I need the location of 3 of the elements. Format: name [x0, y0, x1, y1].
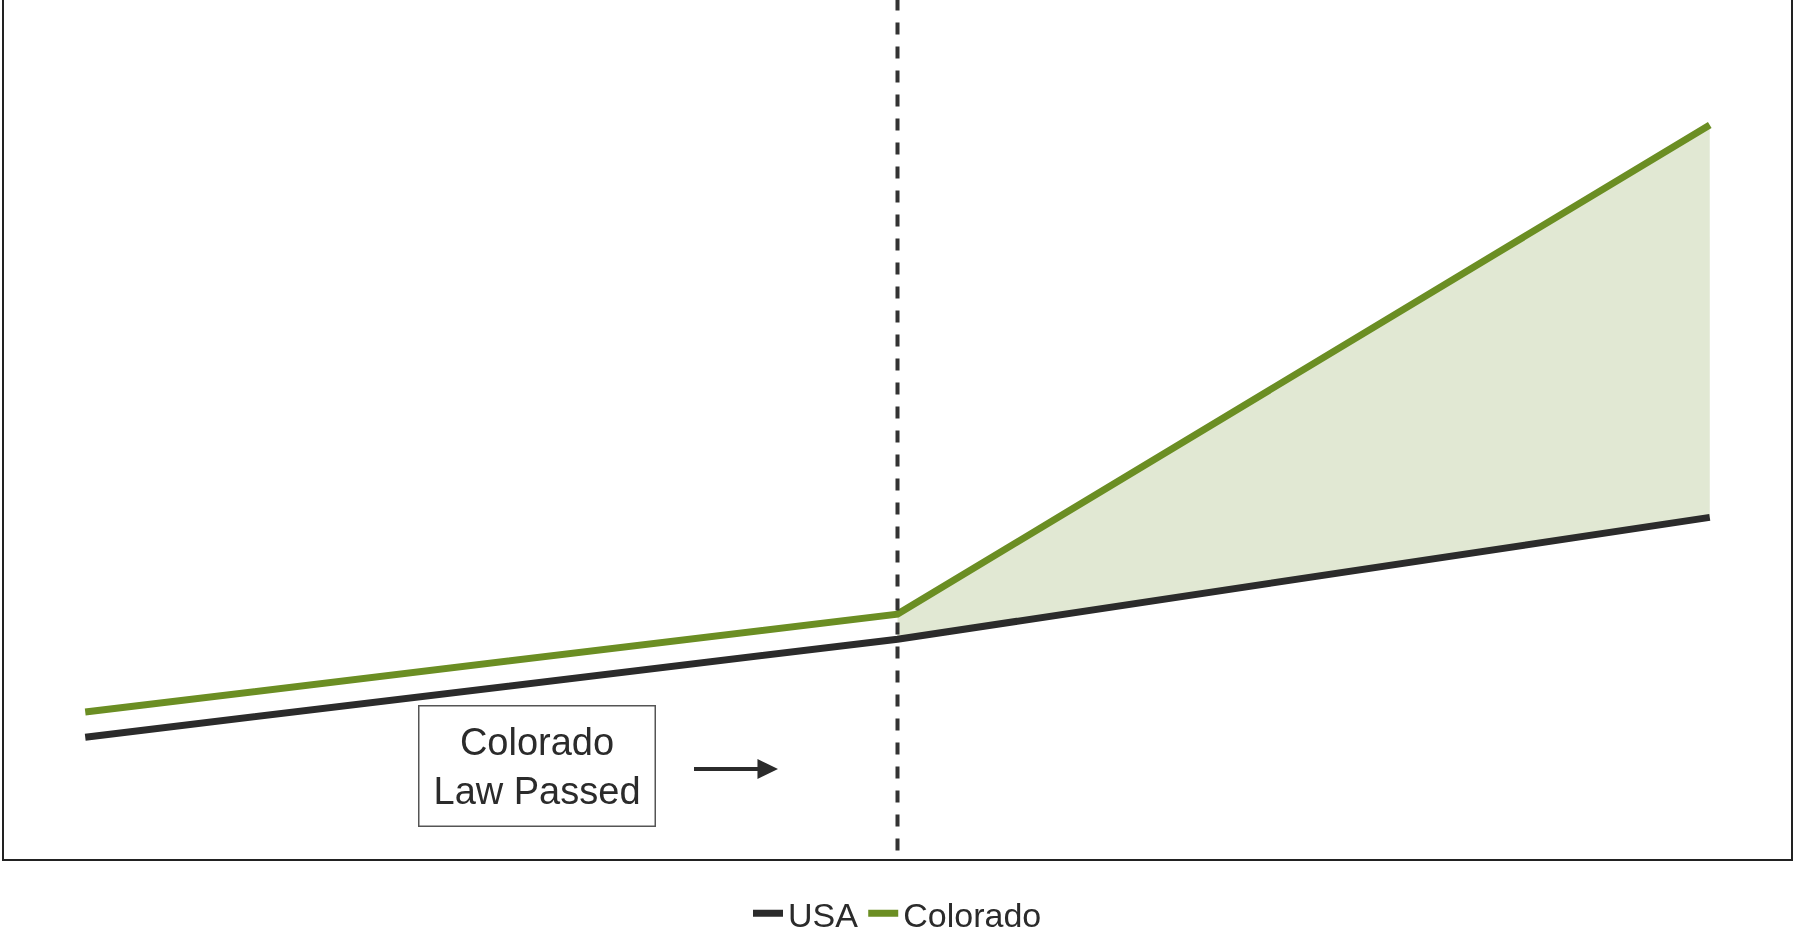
- legend-label: USA: [788, 895, 859, 934]
- annotation: Colorado Law Passed: [433, 720, 641, 812]
- legend-label: Colorado: [903, 895, 1042, 934]
